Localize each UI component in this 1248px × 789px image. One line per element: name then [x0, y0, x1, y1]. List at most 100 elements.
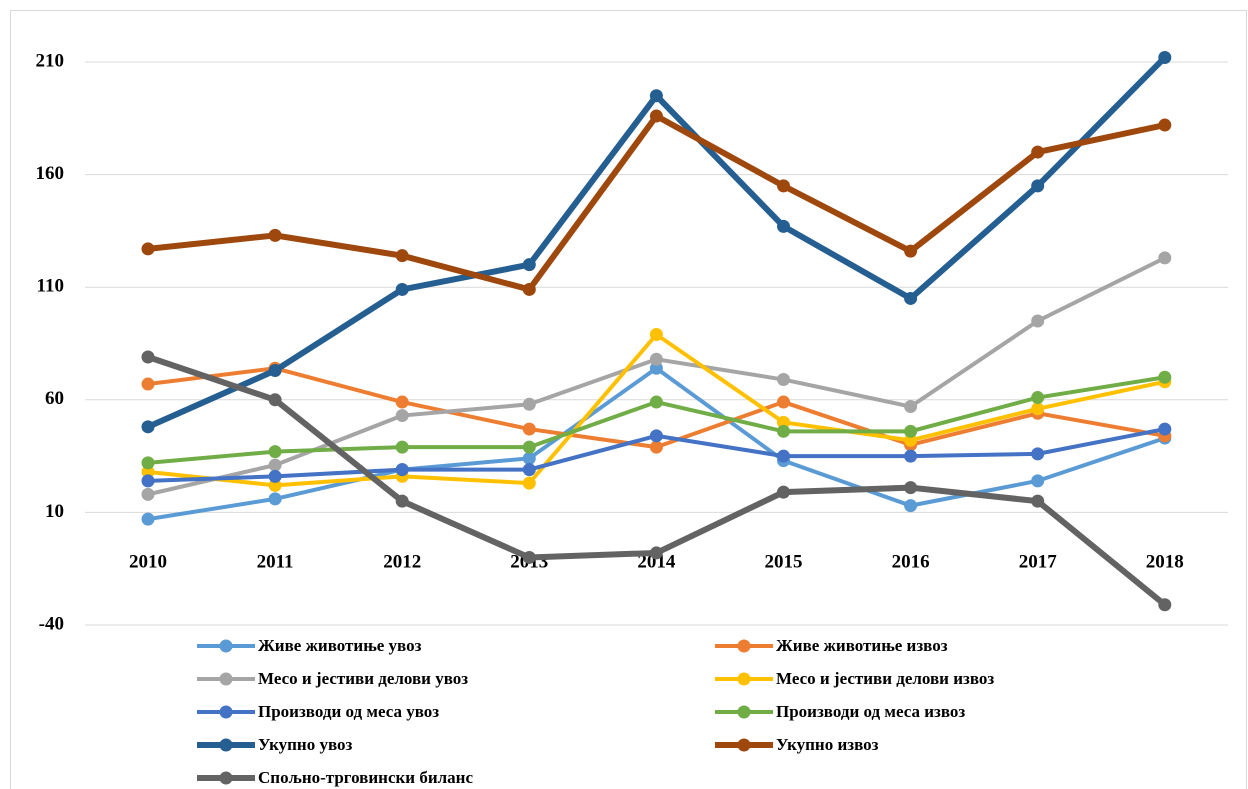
legend-marker	[219, 639, 233, 653]
point	[1158, 50, 1172, 64]
legend-marker	[219, 771, 233, 785]
point	[649, 361, 663, 375]
x-tick-label: 2015	[765, 551, 803, 572]
point	[649, 109, 663, 123]
point	[1031, 402, 1045, 416]
x-tick-label: 2010	[129, 551, 167, 572]
point	[904, 433, 918, 447]
point	[777, 424, 790, 438]
point	[522, 451, 536, 465]
point	[777, 179, 790, 193]
legend-marker	[737, 738, 751, 752]
point	[777, 485, 790, 499]
point	[268, 469, 282, 483]
x-tick-label: 2017	[1019, 551, 1058, 572]
legend-marker	[737, 672, 751, 686]
point	[1158, 118, 1172, 132]
point	[268, 492, 282, 506]
point	[904, 400, 918, 414]
point	[395, 463, 409, 477]
point	[141, 350, 155, 364]
series-line	[147, 112, 1166, 293]
point	[777, 449, 790, 463]
y-tick-label: 10	[45, 501, 64, 522]
x-tick-label: 2018	[1146, 551, 1184, 572]
point	[522, 397, 536, 411]
legend-marker	[219, 672, 233, 686]
point	[268, 458, 282, 472]
point	[777, 395, 790, 409]
point	[1031, 447, 1045, 461]
legend-label: Укупно увоз	[258, 735, 353, 754]
point	[395, 494, 409, 508]
point	[1158, 370, 1172, 384]
legend-label: Живе животиње извоз	[776, 636, 948, 655]
x-tick-label: 2014	[637, 551, 676, 572]
point	[1031, 179, 1045, 193]
point	[1031, 494, 1045, 508]
y-tick-label: 60	[45, 388, 64, 409]
point	[522, 440, 536, 454]
legend-label: Живе животиње увоз	[258, 636, 422, 655]
point	[649, 352, 663, 366]
point	[649, 89, 663, 103]
point	[522, 258, 536, 272]
point	[649, 327, 663, 341]
point	[141, 512, 155, 526]
point	[649, 429, 663, 443]
point	[1158, 598, 1172, 612]
point	[1031, 391, 1045, 405]
point	[395, 395, 409, 409]
point	[141, 465, 155, 479]
x-tick-label: 2012	[383, 551, 421, 572]
legend-marker	[737, 705, 751, 719]
point	[522, 422, 536, 436]
legend-label: Укупно извоз	[776, 735, 879, 754]
y-tick-label: 210	[36, 50, 65, 71]
x-tick-label: 2011	[257, 551, 294, 572]
point	[1158, 251, 1172, 265]
point	[395, 249, 409, 263]
point	[141, 377, 155, 391]
legend-label: Месо и јестиви делови извоз	[776, 669, 994, 688]
y-tick-label: 160	[36, 163, 65, 184]
point	[777, 373, 790, 387]
point	[141, 474, 155, 488]
point	[141, 487, 155, 501]
y-tick-label: 110	[37, 276, 64, 297]
legend-label: Спољно-трговински биланс	[258, 768, 473, 787]
point	[141, 420, 155, 434]
legend-marker	[219, 738, 233, 752]
point	[395, 440, 409, 454]
point	[268, 445, 282, 459]
point	[649, 395, 663, 409]
point	[1031, 145, 1045, 159]
point	[268, 228, 282, 242]
point	[395, 282, 409, 296]
x-tick-label: 2016	[892, 551, 930, 572]
point	[904, 481, 918, 495]
point	[904, 449, 918, 463]
point	[522, 282, 536, 296]
point	[522, 463, 536, 477]
point	[268, 478, 282, 492]
y-tick-label: -40	[39, 613, 64, 634]
point	[777, 219, 790, 233]
point	[522, 476, 536, 490]
point	[777, 415, 790, 429]
point	[904, 424, 918, 438]
point	[268, 393, 282, 407]
legend-marker	[219, 705, 233, 719]
point	[904, 499, 918, 513]
point	[904, 244, 918, 258]
point	[1031, 474, 1045, 488]
point	[649, 440, 663, 454]
point	[395, 409, 409, 423]
point	[1158, 422, 1172, 436]
point	[268, 364, 282, 378]
legend-label: Производи од меса увоз	[258, 702, 439, 721]
point	[141, 456, 155, 470]
chart-border	[10, 10, 1247, 789]
point	[1031, 314, 1045, 328]
